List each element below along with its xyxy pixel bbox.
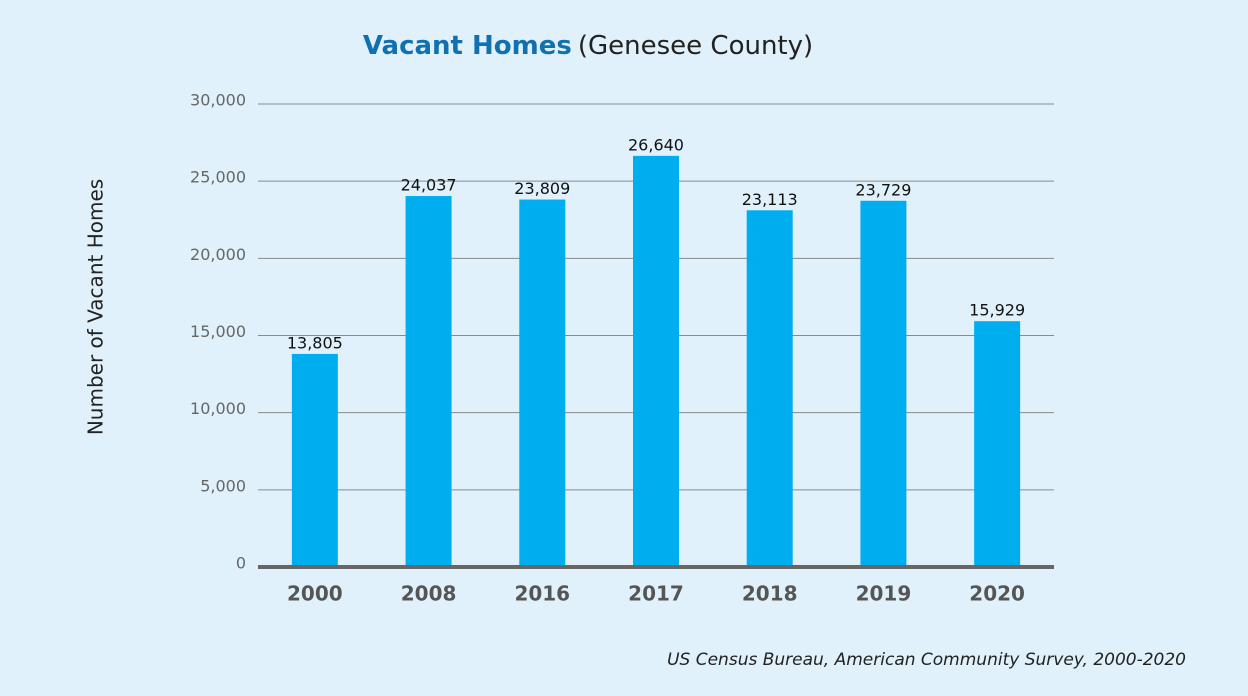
x-tick-label: 2000 <box>287 582 343 606</box>
y-tick-label: 10,000 <box>190 399 246 418</box>
bar <box>746 210 793 567</box>
y-tick-label: 5,000 <box>200 476 246 495</box>
value-label: 13,805 <box>287 333 343 352</box>
x-tick-label: 2017 <box>628 582 684 606</box>
chart-subtitle: (Genesee County) <box>578 31 813 61</box>
bar <box>974 321 1021 567</box>
value-label: 23,729 <box>855 180 911 199</box>
value-label: 24,037 <box>401 176 457 195</box>
y-tick-label: 30,000 <box>190 91 246 110</box>
bar <box>519 199 566 567</box>
x-tick-label: 2019 <box>856 582 912 606</box>
x-tick-label: 2016 <box>514 582 570 606</box>
value-label: 23,113 <box>742 190 798 209</box>
bar <box>860 200 907 567</box>
bar <box>291 353 338 567</box>
source-note: US Census Bureau, American Community Sur… <box>667 650 1186 670</box>
chart-title: Vacant Homes <box>363 31 572 61</box>
value-label: 26,640 <box>628 135 684 154</box>
y-tick-label: 15,000 <box>190 322 246 341</box>
value-label: 15,929 <box>969 301 1025 320</box>
x-tick-label: 2020 <box>969 582 1025 606</box>
chart-title-group: Vacant Homes (Genesee County) <box>363 31 813 61</box>
y-tick-label: 25,000 <box>190 168 246 187</box>
y-tick-label: 0 <box>236 554 246 573</box>
bar <box>633 155 679 567</box>
bar <box>405 196 452 567</box>
x-tick-label: 2008 <box>401 582 457 606</box>
value-label: 23,809 <box>514 179 570 198</box>
y-tick-label: 20,000 <box>190 245 246 264</box>
y-axis-label: Number of Vacant Homes <box>84 179 108 435</box>
x-tick-label: 2018 <box>742 582 798 606</box>
